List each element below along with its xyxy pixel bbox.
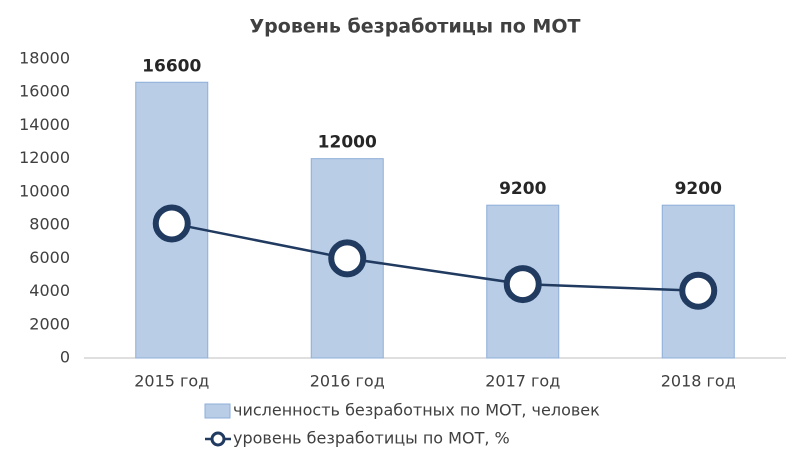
x-tick-label: 2017 год (485, 372, 560, 391)
line (171, 222, 699, 292)
x-tick-label: 2016 год (310, 372, 385, 391)
y-tick-label: 16000 (19, 82, 70, 101)
chart-title: Уровень безработицы по МОТ (250, 16, 581, 38)
legend-label: уровень безработицы по МОТ, % (233, 429, 510, 448)
y-tick-label: 12000 (19, 148, 70, 167)
data-label: 16600 (142, 56, 201, 76)
y-tick-label: 0 (60, 348, 70, 367)
line-marker (503, 265, 542, 304)
y-tick-label: 14000 (19, 115, 70, 134)
line-marker (679, 271, 718, 310)
x-tick-label: 2018 год (661, 372, 736, 391)
y-tick-label: 6000 (29, 248, 70, 267)
legend-label: численность безработных по МОТ, человек (233, 401, 600, 420)
line-marker (328, 239, 367, 278)
legend-swatch (204, 403, 231, 419)
y-tick-label: 18000 (19, 49, 70, 68)
line-marker (152, 204, 191, 243)
data-label: 12000 (318, 133, 377, 153)
y-tick-label: 2000 (29, 314, 70, 333)
data-label: 9200 (499, 179, 546, 199)
data-label: 9200 (675, 179, 722, 199)
y-tick-label: 10000 (19, 181, 70, 200)
y-tick-label: 8000 (29, 215, 70, 234)
x-tick-label: 2015 год (134, 372, 209, 391)
legend-swatch (210, 431, 226, 447)
y-tick-label: 4000 (29, 281, 70, 300)
